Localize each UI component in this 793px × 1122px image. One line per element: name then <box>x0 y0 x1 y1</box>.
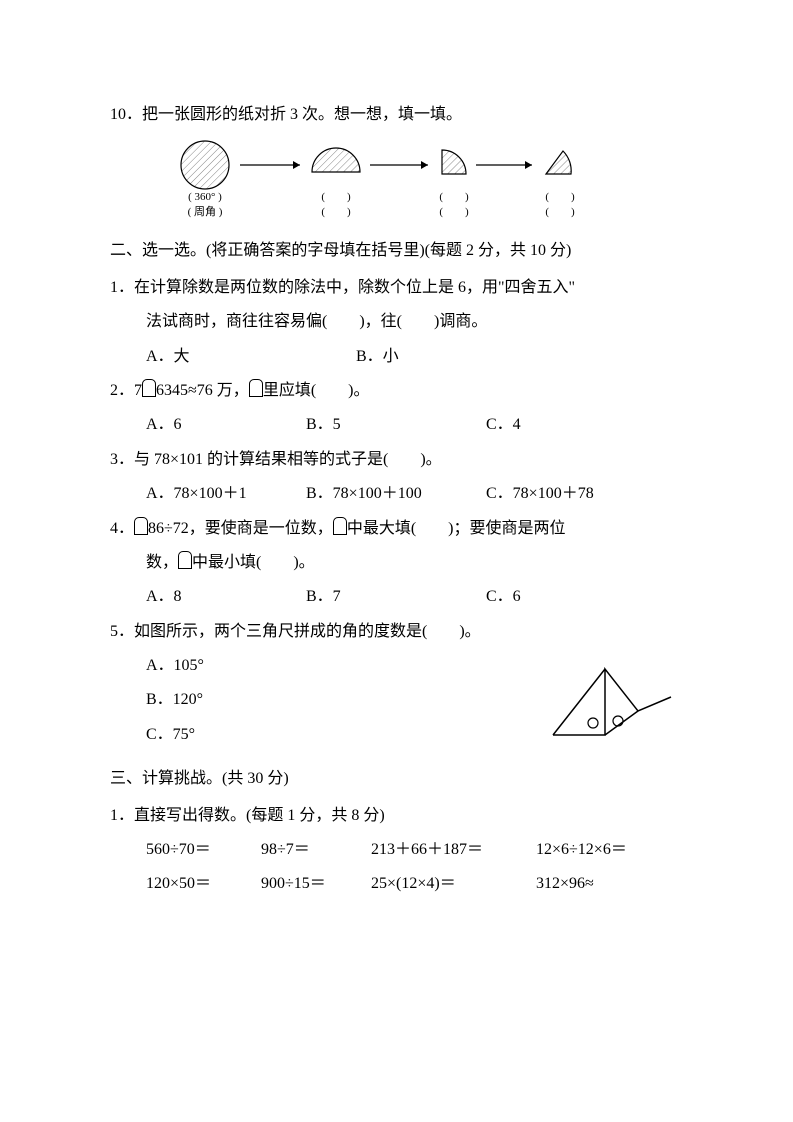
s2q4-pre: 4． <box>110 520 134 537</box>
eq: 98÷7＝ <box>261 835 371 865</box>
s2q1-optB: B．小 <box>356 342 399 372</box>
eq: 120×50＝ <box>146 869 261 899</box>
q5-figure <box>543 651 683 747</box>
s2q5-text: 5．如图所示，两个三角尺拼成的角的度数是( )。 <box>110 617 683 647</box>
s2q4-mid2: 中最大填( )；要使商是两位 <box>347 520 566 537</box>
svg-text:( ): ( ) <box>545 191 575 203</box>
s2q2-post: 里应填( )。 <box>263 382 370 399</box>
s2q4-line1: 4． 86÷72，要使商是一位数， 中最大填( )；要使商是两位 <box>110 514 683 544</box>
s2q4-line2: 数， 中最小填( )。 <box>110 548 683 578</box>
s2q2-optB: B．5 <box>306 410 486 440</box>
triangle-rulers-icon <box>543 657 673 747</box>
s3q1-row1: 560÷70＝ 98÷7＝ 213＋66＋187＝ 12×6÷12×6＝ <box>110 835 683 865</box>
s3q1-text: 1．直接写出得数。(每题 1 分，共 8 分) <box>110 801 683 831</box>
s2q3-optA: A．78×100＋1 <box>146 479 306 509</box>
q10-fold-diagram: ( 360° ) ( 周角 ) ( ) ( ) ( ) ( ) ( ) ( ) <box>110 140 683 220</box>
s2q2-opts: A．6 B．5 C．4 <box>110 410 683 440</box>
s2q2-mid: 6345≈76 万， <box>156 382 249 399</box>
s2q4-optA: A．8 <box>146 582 306 612</box>
s2q5-optC: C．75° <box>110 720 543 750</box>
eq: 560÷70＝ <box>146 835 261 865</box>
s2q4-optC: C．6 <box>486 582 521 612</box>
section2-head: 二、选一选。(将正确答案的字母填在括号里)(每题 2 分，共 10 分) <box>110 236 683 266</box>
eq: 25×(12×4)＝ <box>371 869 536 899</box>
svg-text:( ): ( ) <box>545 206 575 218</box>
s3q1-row2: 120×50＝ 900÷15＝ 25×(12×4)＝ 312×96≈ <box>110 869 683 899</box>
s2q1-optA: A．大 <box>146 342 356 372</box>
section3-head: 三、计算挑战。(共 30 分) <box>110 764 683 794</box>
s2q2-pre: 2．7 <box>110 382 142 399</box>
svg-text:( ): ( ) <box>439 206 469 218</box>
s2q4-mid1: 86÷72，要使商是一位数， <box>148 520 333 537</box>
s2q4-optB: B．7 <box>306 582 486 612</box>
s2q3-optB: B．78×100＋100 <box>306 479 486 509</box>
s2q1-line1: 1．在计算除数是两位数的除法中，除数个位上是 6，用"四舍五入" <box>110 273 683 303</box>
box-icon <box>178 551 192 569</box>
s2q5-optB: B．120° <box>110 685 543 715</box>
eq: 900÷15＝ <box>261 869 371 899</box>
eq: 12×6÷12×6＝ <box>536 835 627 865</box>
s2q4-line2a: 数， <box>146 554 178 571</box>
box-icon <box>134 517 148 535</box>
svg-text:( ): ( ) <box>321 191 351 203</box>
s2q5-optA: A．105° <box>110 651 543 681</box>
s2q1-opts: A．大 B．小 <box>110 342 683 372</box>
s2q4-line2b: 中最小填( )。 <box>192 554 315 571</box>
s2q5-opts: A．105° B．120° C．75° <box>110 651 543 754</box>
s2q2-optA: A．6 <box>146 410 306 440</box>
box-icon <box>249 379 263 397</box>
page: 10．把一张圆形的纸对折 3 次。想一想，填一填。 <box>0 0 793 964</box>
svg-text:( ): ( ) <box>439 191 469 203</box>
s2q3-text: 3．与 78×101 的计算结果相等的式子是( )。 <box>110 445 683 475</box>
svg-text:( ): ( ) <box>321 206 351 218</box>
box-icon <box>142 379 156 397</box>
s2q3-optC: C．78×100＋78 <box>486 479 594 509</box>
label-360: ( 360° ) <box>188 191 222 203</box>
eq: 312×96≈ <box>536 869 594 899</box>
s2q2-optC: C．4 <box>486 410 521 440</box>
eq: 213＋66＋187＝ <box>371 835 536 865</box>
s2q5-row: A．105° B．120° C．75° <box>110 651 683 754</box>
s2q3-opts: A．78×100＋1 B．78×100＋100 C．78×100＋78 <box>110 479 683 509</box>
s2q1-line2: 法试商时，商往往容易偏( )，往( )调商。 <box>110 307 683 337</box>
s2q2-line: 2．7 6345≈76 万， 里应填( )。 <box>110 376 683 406</box>
box-icon <box>333 517 347 535</box>
q10-text: 10．把一张圆形的纸对折 3 次。想一想，填一填。 <box>110 100 683 130</box>
s2q4-opts: A．8 B．7 C．6 <box>110 582 683 612</box>
fold-svg: ( 360° ) ( 周角 ) ( ) ( ) ( ) ( ) ( ) ( ) <box>170 140 620 220</box>
label-zhoujiao: ( 周角 ) <box>188 205 223 218</box>
